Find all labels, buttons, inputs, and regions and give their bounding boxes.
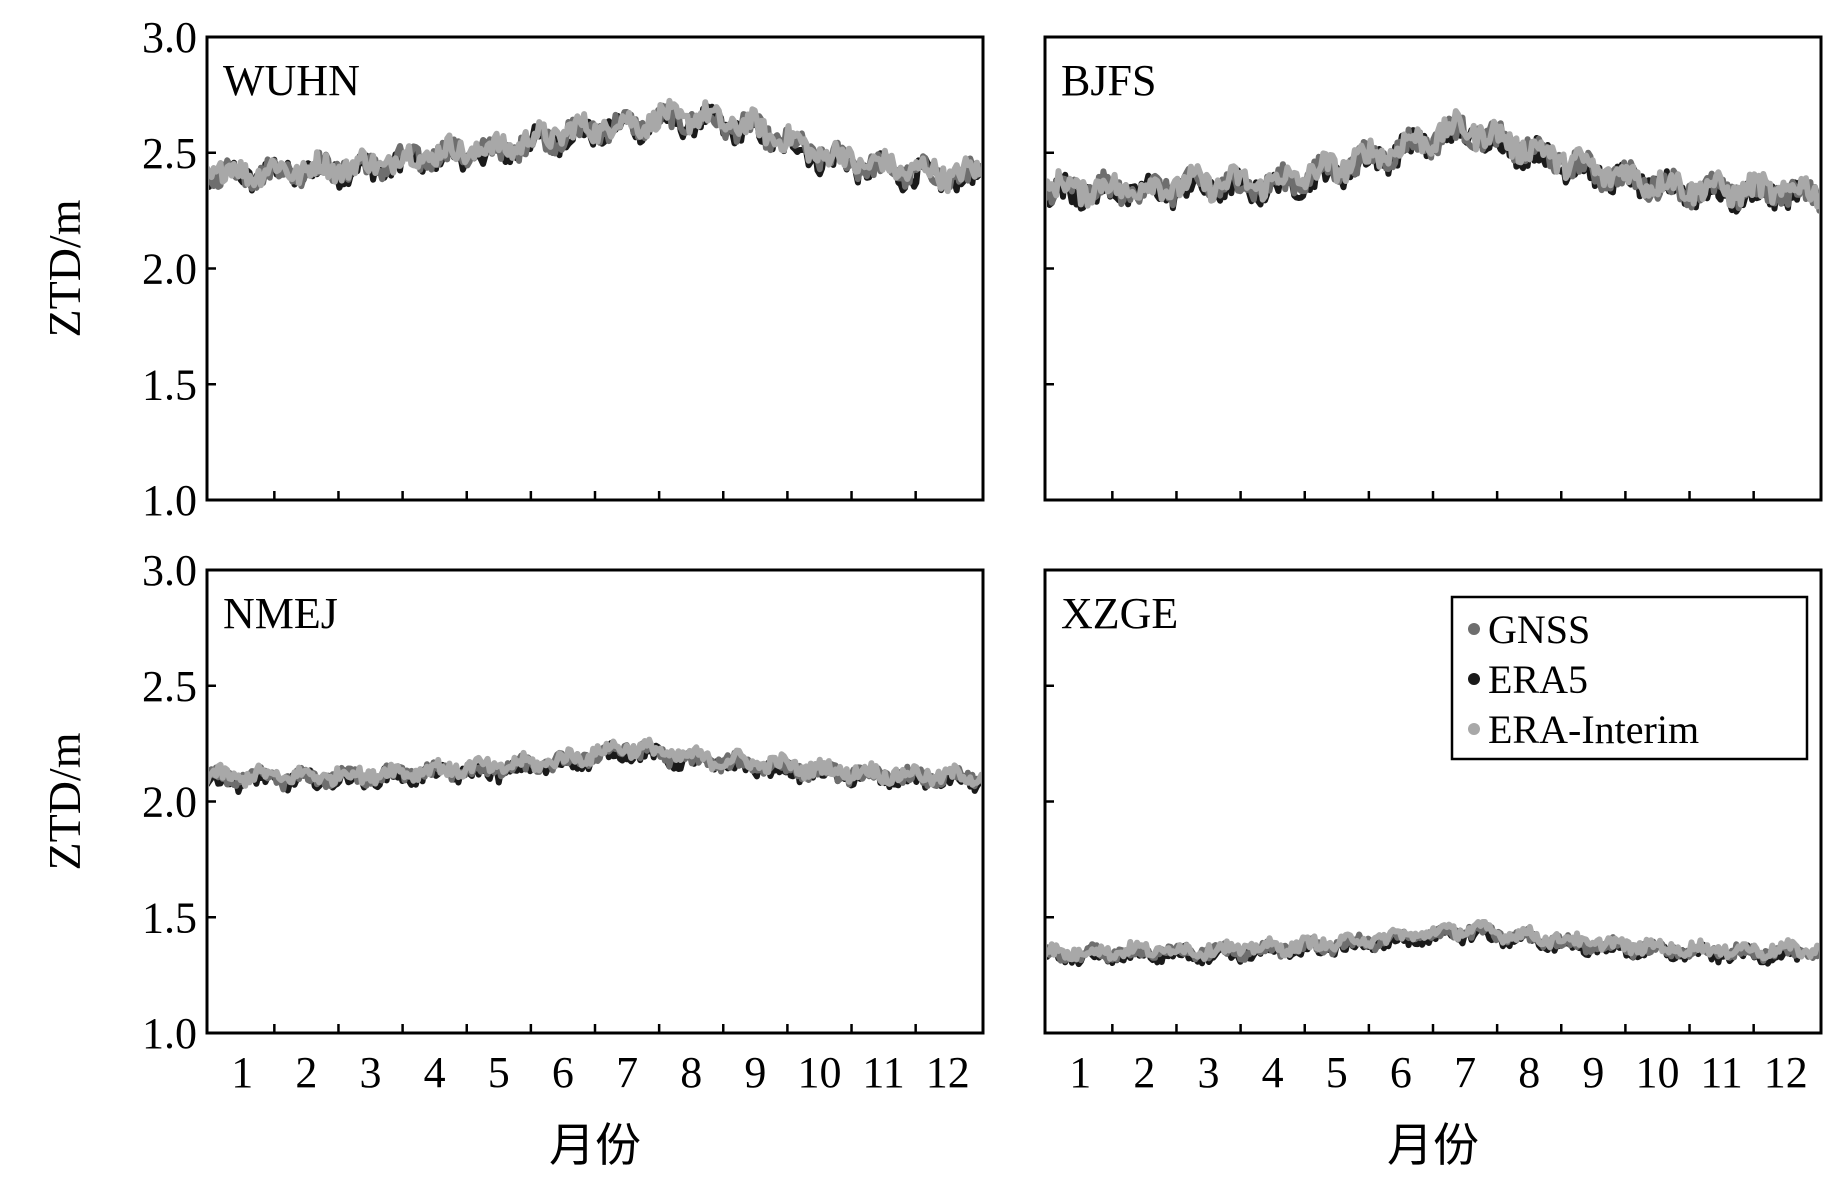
legend-marker-era5 xyxy=(1468,673,1480,685)
legend-label-era5: ERA5 xyxy=(1488,657,1588,702)
chart-panel-bjfs: BJFS xyxy=(1043,35,1823,502)
legend-label-era-interim: ERA-Interim xyxy=(1488,707,1699,752)
y-tick-label: 1.5 xyxy=(142,360,197,409)
x-tick-label: 10 xyxy=(1635,1048,1679,1097)
series-line-era-interim xyxy=(209,97,981,195)
y-tick-label: 2.5 xyxy=(142,129,197,178)
x-tick-label: 10 xyxy=(797,1048,841,1097)
x-tick-label: 4 xyxy=(424,1048,446,1097)
legend-label-gnss: GNSS xyxy=(1488,607,1590,652)
y-axis-title: ZTD/m xyxy=(39,199,90,337)
chart-panel-nmej: 1.01.52.02.53.01 2 3 4 5 6 7 8 9 10 11 12月份ZTD/mNME… xyxy=(39,546,985,1171)
x-tick-label: 7 xyxy=(1454,1048,1476,1097)
y-tick-label: 3.0 xyxy=(142,13,197,62)
chart-panel-wuhn: 1.0 1.5 2.0 2.5 3.0 ZTD/m WUHN xyxy=(39,13,985,525)
y-tick-label: 1.0 xyxy=(142,476,197,525)
legend-box xyxy=(1450,595,1809,761)
y-tick-label: 2.0 xyxy=(142,245,197,294)
y-tick-label: 1.0 xyxy=(142,1009,197,1058)
x-tick-label: 6 xyxy=(552,1048,574,1097)
series-line-era-interim xyxy=(209,736,981,789)
x-tick-label: 6 xyxy=(1390,1048,1412,1097)
plot-frame xyxy=(205,35,985,502)
legend: GNSS ERA5 ERA-Interim xyxy=(1450,595,1809,761)
x-tick-label: 11 xyxy=(862,1048,904,1097)
series-line-era-interim xyxy=(1047,919,1819,963)
legend-marker-gnss xyxy=(1468,623,1480,635)
panel-label: NMEJ xyxy=(223,589,338,638)
x-tick-label: 12 xyxy=(926,1048,970,1097)
x-tick-label: 3 xyxy=(1198,1048,1220,1097)
panel-label: BJFS xyxy=(1061,56,1156,105)
y-tick-label: 1.5 xyxy=(142,893,197,942)
panel-label: WUHN xyxy=(223,56,360,105)
plot-frame xyxy=(205,568,985,1035)
x-axis-title: 月份 xyxy=(1387,1120,1479,1171)
x-tick-label: 1 xyxy=(1069,1048,1091,1097)
x-tick-label: 4 xyxy=(1262,1048,1284,1097)
x-tick-label: 7 xyxy=(616,1048,638,1097)
x-tick-label: 9 xyxy=(1582,1048,1604,1097)
legend-marker-era-interim xyxy=(1468,723,1480,735)
x-tick-label: 5 xyxy=(1326,1048,1348,1097)
y-tick-label: 3.0 xyxy=(142,546,197,595)
plot-frame xyxy=(1043,35,1823,502)
x-tick-label: 12 xyxy=(1764,1048,1808,1097)
y-tick-label: 2.5 xyxy=(142,662,197,711)
panel-label: XZGE xyxy=(1061,589,1178,638)
x-axis-title: 月份 xyxy=(549,1120,641,1171)
x-tick-label: 9 xyxy=(744,1048,766,1097)
x-tick-label: 5 xyxy=(488,1048,510,1097)
x-tick-label: 3 xyxy=(360,1048,382,1097)
x-tick-label: 2 xyxy=(295,1048,317,1097)
y-tick-label: 2.0 xyxy=(142,778,197,827)
x-tick-label: 8 xyxy=(680,1048,702,1097)
x-tick-label: 1 xyxy=(231,1048,253,1097)
x-tick-label: 2 xyxy=(1133,1048,1155,1097)
y-axis-title: ZTD/m xyxy=(39,732,90,870)
series-line-era-interim xyxy=(1047,108,1819,210)
x-tick-label: 8 xyxy=(1518,1048,1540,1097)
x-tick-label: 11 xyxy=(1700,1048,1742,1097)
